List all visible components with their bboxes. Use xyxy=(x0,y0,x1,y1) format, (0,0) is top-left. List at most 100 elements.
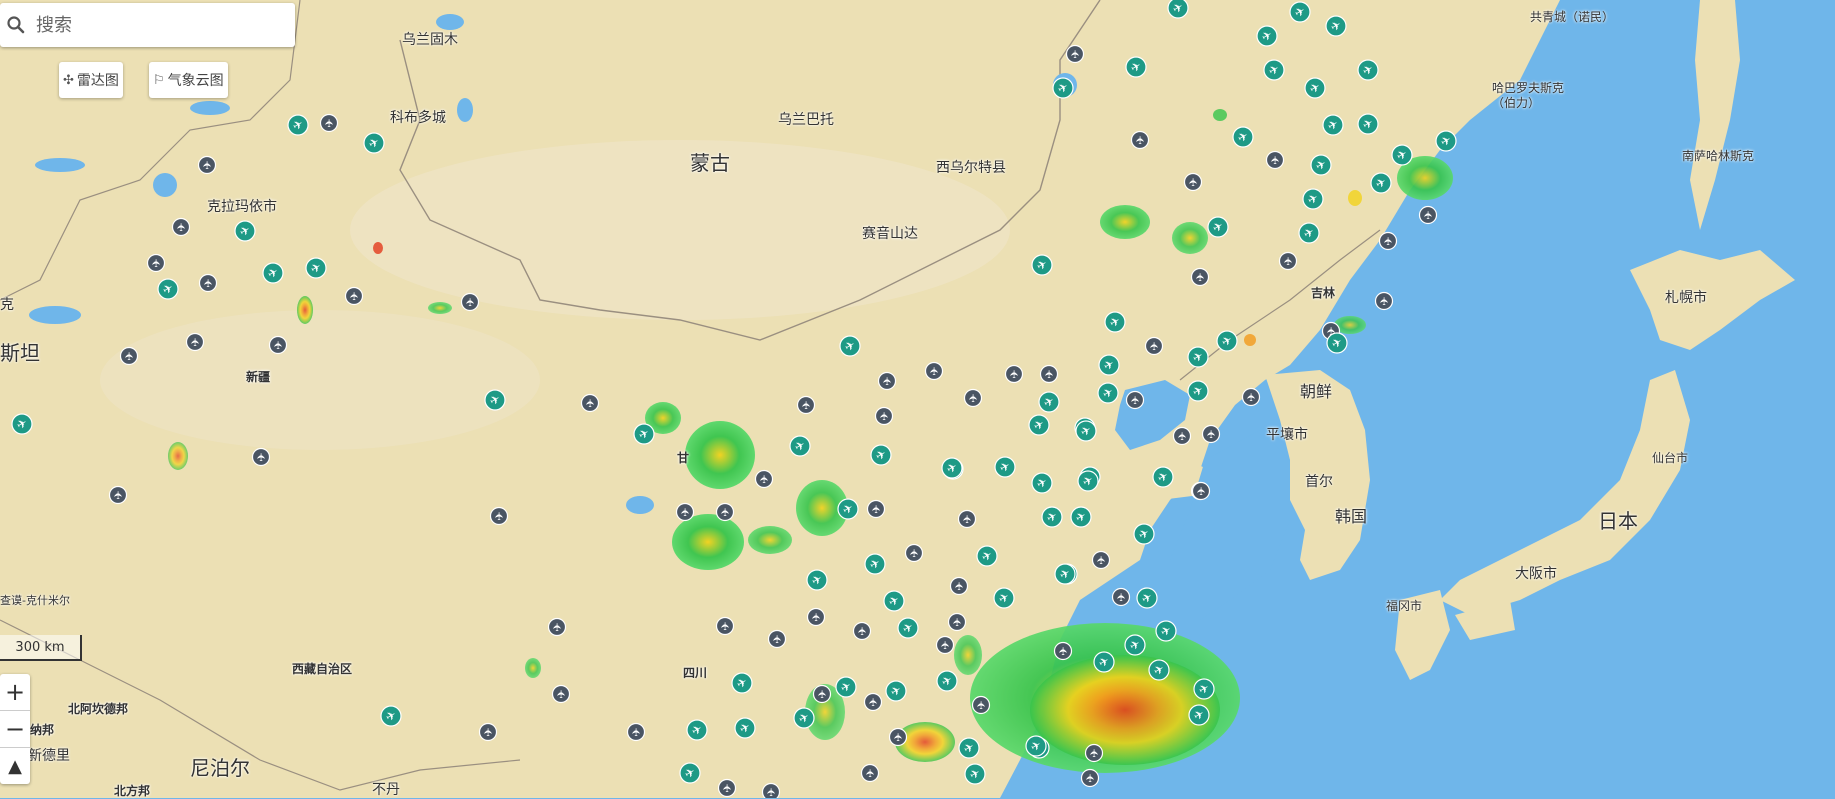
airport-marker[interactable]: ✈ xyxy=(197,155,217,175)
airport-marker[interactable]: ✈ xyxy=(363,132,385,154)
airport-marker[interactable]: ✈ xyxy=(686,719,708,741)
airport-marker[interactable]: ✈ xyxy=(1302,188,1324,210)
airport-marker[interactable]: ✈ xyxy=(1278,251,1298,271)
airport-marker[interactable]: ✈ xyxy=(547,617,567,637)
search-bar[interactable] xyxy=(0,3,295,47)
airport-marker[interactable]: ✈ xyxy=(1265,150,1285,170)
airport-marker[interactable]: ✈ xyxy=(1080,768,1100,788)
airport-marker[interactable]: ✈ xyxy=(1289,1,1311,23)
airport-marker[interactable]: ✈ xyxy=(1391,144,1413,166)
airport-marker[interactable]: ✈ xyxy=(1167,0,1189,19)
airport-marker[interactable]: ✈ xyxy=(268,335,288,355)
airport-marker[interactable]: ✈ xyxy=(1111,587,1131,607)
airport-marker[interactable]: ✈ xyxy=(1191,481,1211,501)
airport-marker[interactable]: ✈ xyxy=(1028,414,1050,436)
airport-marker[interactable]: ✈ xyxy=(478,722,498,742)
airport-marker[interactable]: ✈ xyxy=(185,332,205,352)
airport-layer[interactable]: ✈ ✈ ✈ ✈ ✈ ✈ ✈ ✈ ✈ ✈ ✈ ✈ ✈ ✈ ✈ ✈ ✈ ✈ ✈ ✈ ✈ ✈ ✈ ✈ ✈ ✈ ✈ ✈ ✈ ✈ ✈ ✈ ✈ ✈ ✈ ✈ ✈ ✈ ✈ ✈… xyxy=(11,0,1457,799)
airport-marker[interactable]: ✈ xyxy=(1357,113,1379,135)
zoom-in-button[interactable]: + xyxy=(0,674,30,711)
airport-marker[interactable]: ✈ xyxy=(198,273,218,293)
airport-marker[interactable]: ✈ xyxy=(734,717,756,739)
airport-marker[interactable]: ✈ xyxy=(860,763,880,783)
airport-marker[interactable]: ✈ xyxy=(146,253,166,273)
airport-marker[interactable]: ✈ xyxy=(1025,735,1047,757)
airport-marker[interactable]: ✈ xyxy=(1097,382,1119,404)
airport-marker[interactable]: ✈ xyxy=(877,371,897,391)
airport-marker[interactable]: ✈ xyxy=(957,509,977,529)
airport-marker[interactable]: ✈ xyxy=(1256,25,1278,47)
airport-marker[interactable]: ✈ xyxy=(489,506,509,526)
airport-marker[interactable]: ✈ xyxy=(1104,311,1126,333)
airport-marker[interactable]: ✈ xyxy=(1155,620,1177,642)
airport-marker[interactable]: ✈ xyxy=(731,672,753,694)
airport-marker[interactable]: ✈ xyxy=(1053,641,1073,661)
cloud-button[interactable]: ⚐ 气象云图 xyxy=(149,62,228,98)
airport-marker[interactable]: ✈ xyxy=(761,782,781,799)
airport-marker[interactable]: ✈ xyxy=(157,278,179,300)
airport-marker[interactable]: ✈ xyxy=(904,543,924,563)
airport-marker[interactable]: ✈ xyxy=(1310,154,1332,176)
airport-marker[interactable]: ✈ xyxy=(1201,424,1221,444)
airport-marker[interactable]: ✈ xyxy=(1038,391,1060,413)
airport-marker[interactable]: ✈ xyxy=(108,485,128,505)
airport-marker[interactable]: ✈ xyxy=(866,499,886,519)
airport-marker[interactable]: ✈ xyxy=(1322,114,1344,136)
airport-marker[interactable]: ✈ xyxy=(883,590,905,612)
airport-marker[interactable]: ✈ xyxy=(941,457,963,479)
airport-marker[interactable]: ✈ xyxy=(234,220,256,242)
airport-marker[interactable]: ✈ xyxy=(319,113,339,133)
airport-marker[interactable]: ✈ xyxy=(1125,390,1145,410)
airport-marker[interactable]: ✈ xyxy=(1124,634,1146,656)
airport-marker[interactable]: ✈ xyxy=(1041,506,1063,528)
airport-marker[interactable]: ✈ xyxy=(715,502,735,522)
airport-marker[interactable]: ✈ xyxy=(964,763,986,785)
airport-marker[interactable]: ✈ xyxy=(1031,254,1053,276)
airport-marker[interactable]: ✈ xyxy=(812,684,832,704)
airport-marker[interactable]: ✈ xyxy=(1070,506,1092,528)
airport-marker[interactable]: ✈ xyxy=(1004,364,1024,384)
airport-marker[interactable]: ✈ xyxy=(460,292,480,312)
airport-marker[interactable]: ✈ xyxy=(993,587,1015,609)
airport-marker[interactable]: ✈ xyxy=(1418,205,1438,225)
airport-marker[interactable]: ✈ xyxy=(1133,523,1155,545)
airport-marker[interactable]: ✈ xyxy=(1031,472,1053,494)
airport-marker[interactable]: ✈ xyxy=(1084,743,1104,763)
airport-marker[interactable]: ✈ xyxy=(1130,130,1150,150)
airport-marker[interactable]: ✈ xyxy=(888,727,908,747)
airport-marker[interactable]: ✈ xyxy=(1052,77,1074,99)
airport-marker[interactable]: ✈ xyxy=(1325,15,1347,37)
airport-marker[interactable]: ✈ xyxy=(994,456,1016,478)
airport-marker[interactable]: ✈ xyxy=(1370,172,1392,194)
airport-marker[interactable]: ✈ xyxy=(580,393,600,413)
airport-marker[interactable]: ✈ xyxy=(1216,330,1238,352)
airport-marker[interactable]: ✈ xyxy=(1172,426,1192,446)
airport-marker[interactable]: ✈ xyxy=(1435,130,1457,152)
airport-marker[interactable]: ✈ xyxy=(870,444,892,466)
zoom-control[interactable]: + − ▲ xyxy=(0,674,30,784)
airport-marker[interactable]: ✈ xyxy=(1077,470,1099,492)
airport-marker[interactable]: ✈ xyxy=(626,722,646,742)
airport-marker[interactable]: ✈ xyxy=(1144,336,1164,356)
airport-marker[interactable]: ✈ xyxy=(897,617,919,639)
airport-marker[interactable]: ✈ xyxy=(924,361,944,381)
airport-marker[interactable]: ✈ xyxy=(1152,466,1174,488)
airport-marker[interactable]: ✈ xyxy=(1187,380,1209,402)
airport-marker[interactable]: ✈ xyxy=(839,335,861,357)
airport-marker[interactable]: ✈ xyxy=(936,670,958,692)
airport-marker[interactable]: ✈ xyxy=(1378,231,1398,251)
airport-marker[interactable]: ✈ xyxy=(806,607,826,627)
airport-marker[interactable]: ✈ xyxy=(1263,59,1285,81)
airport-marker[interactable]: ✈ xyxy=(1357,59,1379,81)
airport-marker[interactable]: ✈ xyxy=(717,778,737,798)
airport-marker[interactable]: ✈ xyxy=(935,635,955,655)
airport-marker[interactable]: ✈ xyxy=(1304,77,1326,99)
airport-marker[interactable]: ✈ xyxy=(1075,420,1097,442)
airport-marker[interactable]: ✈ xyxy=(1093,651,1115,673)
airport-marker[interactable]: ✈ xyxy=(1125,56,1147,78)
airport-marker[interactable]: ✈ xyxy=(262,262,284,284)
airport-marker[interactable]: ✈ xyxy=(1241,387,1261,407)
airport-marker[interactable]: ✈ xyxy=(679,762,701,784)
airport-marker[interactable]: ✈ xyxy=(976,545,998,567)
